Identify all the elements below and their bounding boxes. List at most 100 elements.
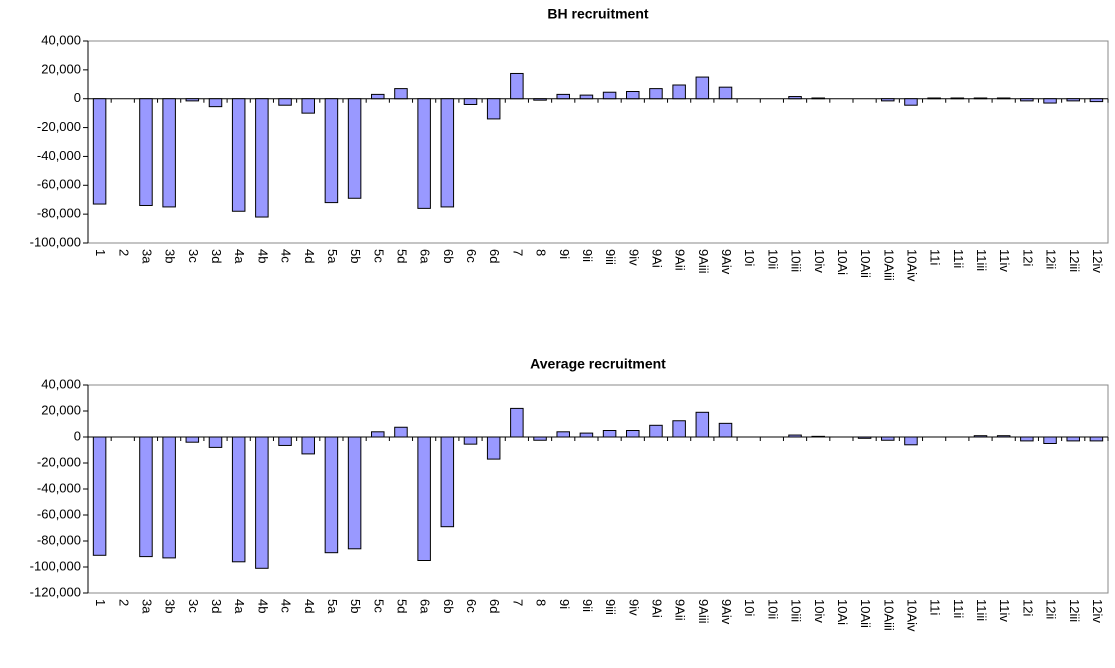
x-tick-label: 11i bbox=[928, 599, 943, 615]
bar bbox=[347, 436, 362, 550]
bar bbox=[973, 435, 988, 438]
y-tick-label: 40,000 bbox=[41, 376, 81, 391]
x-tick-label: 9Aiii bbox=[696, 599, 711, 624]
x-tick-label: 10Ai bbox=[835, 249, 850, 275]
bar bbox=[139, 98, 153, 206]
x-tick-label: 3d bbox=[209, 599, 224, 613]
y-tick-label: -60,000 bbox=[37, 177, 81, 192]
bar bbox=[139, 436, 153, 558]
bar bbox=[533, 436, 547, 441]
bar bbox=[602, 430, 617, 438]
y-tick-label: -80,000 bbox=[37, 532, 81, 547]
x-tick-label: 3b bbox=[163, 599, 178, 613]
bar bbox=[556, 431, 570, 438]
x-tick-label: 9Ai bbox=[650, 599, 665, 618]
x-tick-label: 10Aiii bbox=[881, 249, 896, 281]
y-tick-label: -120,000 bbox=[30, 584, 81, 599]
x-tick-label: 10iii bbox=[789, 599, 804, 622]
x-tick-label: 7 bbox=[510, 599, 525, 606]
bar bbox=[579, 94, 594, 100]
bar bbox=[486, 436, 501, 460]
x-tick-label: 2 bbox=[116, 249, 131, 256]
x-tick-label: 10iv bbox=[812, 599, 827, 623]
bar bbox=[463, 436, 478, 445]
bar bbox=[440, 98, 455, 208]
bar bbox=[1043, 98, 1057, 104]
y-tick-label: -20,000 bbox=[37, 119, 81, 134]
x-tick-label: 10Aiii bbox=[881, 599, 896, 631]
x-tick-label: 12ii bbox=[1044, 599, 1059, 619]
x-tick-label: 6a bbox=[418, 599, 433, 614]
x-tick-label: 5b bbox=[348, 599, 363, 613]
bar bbox=[231, 436, 246, 563]
y-tick-label: 0 bbox=[74, 428, 81, 443]
bar bbox=[626, 430, 640, 438]
x-tick-label: 6a bbox=[418, 249, 433, 264]
x-tick-label: 1 bbox=[93, 599, 108, 606]
x-tick-label: 9Aii bbox=[673, 249, 688, 271]
bar bbox=[579, 432, 594, 438]
x-tick-label: 10iii bbox=[789, 249, 804, 272]
x-tick-label: 5d bbox=[395, 249, 410, 263]
y-tick-label: -20,000 bbox=[37, 454, 81, 469]
bar bbox=[649, 424, 663, 438]
x-tick-label: 10Aiv bbox=[905, 599, 920, 632]
x-tick-label: 9Aii bbox=[673, 599, 688, 621]
x-tick-label: 10Aiv bbox=[905, 249, 920, 282]
bar bbox=[347, 98, 362, 199]
bar bbox=[463, 98, 478, 105]
x-tick-label: 9iii bbox=[603, 599, 618, 615]
bar bbox=[1020, 436, 1034, 442]
bar bbox=[672, 84, 686, 100]
bar bbox=[950, 97, 965, 100]
x-tick-label: 4d bbox=[302, 599, 317, 613]
y-tick-label: -40,000 bbox=[37, 148, 81, 163]
y-tick-label: -40,000 bbox=[37, 480, 81, 495]
bar bbox=[417, 98, 431, 209]
bar bbox=[1043, 436, 1057, 444]
x-tick-label: 6b bbox=[441, 599, 456, 613]
bar bbox=[695, 411, 710, 438]
x-tick-label: 11i bbox=[928, 249, 943, 265]
x-tick-label: 1 bbox=[93, 249, 108, 256]
x-tick-label: 8 bbox=[534, 599, 549, 606]
bar bbox=[1089, 98, 1104, 103]
bar bbox=[904, 98, 918, 106]
x-tick-label: 4c bbox=[279, 599, 294, 613]
bar bbox=[255, 436, 269, 569]
x-tick-label: 9Aiii bbox=[696, 249, 711, 274]
y-tick-label: 20,000 bbox=[41, 61, 81, 76]
x-tick-label: 3c bbox=[186, 599, 201, 613]
bar bbox=[324, 436, 339, 554]
x-tick-label: 4c bbox=[279, 249, 294, 263]
x-tick-label: 10i bbox=[742, 599, 757, 616]
bar bbox=[788, 96, 802, 100]
x-tick-label: 9ii bbox=[580, 249, 595, 262]
bar bbox=[301, 436, 315, 455]
x-tick-label: 9Ai bbox=[650, 249, 665, 268]
x-tick-label: 10Aii bbox=[858, 249, 873, 278]
bar bbox=[255, 98, 269, 218]
x-tick-label: 12iv bbox=[1090, 599, 1105, 623]
x-tick-label: 9Aiv bbox=[719, 249, 734, 275]
y-tick-label: -60,000 bbox=[37, 506, 81, 521]
x-tick-label: 9ii bbox=[580, 599, 595, 612]
y-tick-label: 40,000 bbox=[41, 32, 81, 47]
x-tick-label: 11iii bbox=[974, 249, 989, 271]
bar bbox=[788, 434, 802, 438]
x-tick-label: 9Aiv bbox=[719, 599, 734, 625]
bar bbox=[394, 426, 408, 438]
x-tick-label: 10iv bbox=[812, 249, 827, 273]
x-tick-label: 8 bbox=[534, 249, 549, 256]
x-tick-label: 6b bbox=[441, 249, 456, 263]
x-tick-label: 12i bbox=[1020, 599, 1035, 616]
x-tick-label: 4d bbox=[302, 249, 317, 263]
x-tick-label: 2 bbox=[116, 599, 131, 606]
x-tick-label: 10Ai bbox=[835, 599, 850, 625]
bar bbox=[973, 97, 988, 100]
x-tick-label: 4b bbox=[255, 599, 270, 613]
bar bbox=[486, 98, 501, 120]
x-tick-label: 7 bbox=[510, 249, 525, 256]
x-tick-label: 12iii bbox=[1067, 249, 1082, 272]
